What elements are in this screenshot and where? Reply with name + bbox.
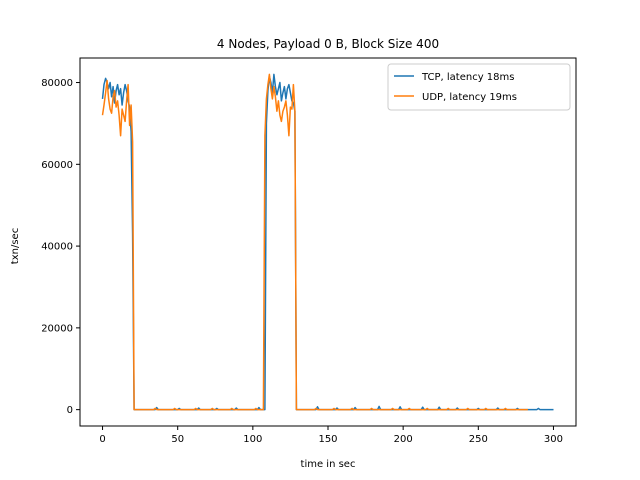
plot-area — [101, 73, 554, 411]
x-tick-label: 250 — [469, 434, 488, 445]
y-tick-label: 60000 — [41, 160, 73, 171]
y-tick-label: 40000 — [41, 242, 73, 253]
x-tick-label: 200 — [394, 434, 413, 445]
y-tick-label: 20000 — [41, 323, 73, 334]
series-line-udp — [101, 73, 528, 411]
legend-label: TCP, latency 18ms — [421, 72, 514, 83]
x-tick-label: 50 — [171, 434, 184, 445]
x-tick-label: 150 — [318, 434, 337, 445]
x-tick-label: 0 — [99, 434, 105, 445]
legend-box — [387, 63, 571, 111]
legend-label: UDP, latency 19ms — [422, 92, 517, 103]
x-axis-label: time in sec — [301, 459, 356, 470]
y-tick-label: 80000 — [41, 78, 73, 89]
y-tick-label: 0 — [67, 405, 73, 416]
legend: TCP, latency 18ms UDP, latency 19ms — [387, 63, 571, 111]
axes-frame — [79, 57, 577, 427]
y-axis-label: txn/sec — [10, 228, 21, 264]
x-axis: 0 50 100 150 200 250 300 — [99, 426, 563, 445]
x-tick-label: 300 — [544, 434, 563, 445]
y-axis: 0 20000 40000 60000 80000 — [41, 78, 80, 416]
chart-title: 4 Nodes, Payload 0 B, Block Size 400 — [217, 37, 439, 51]
x-tick-label: 100 — [243, 434, 262, 445]
